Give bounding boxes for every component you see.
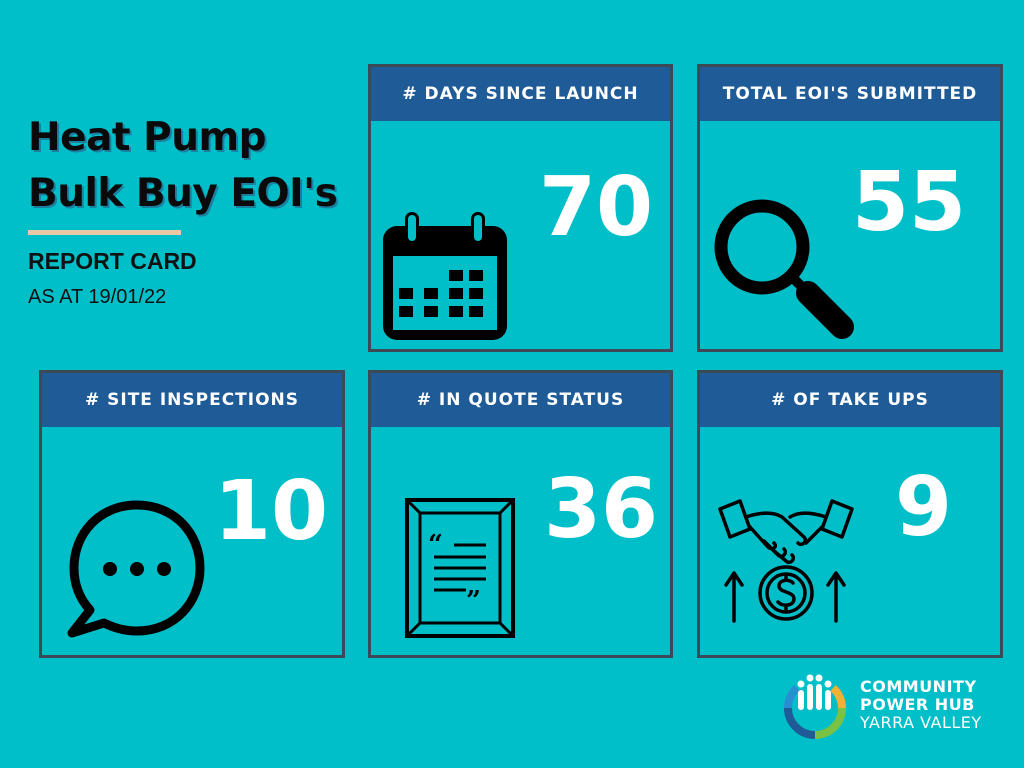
svg-text:“: “ [428, 530, 443, 560]
logo-line-2: POWER HUB [860, 695, 975, 714]
power-hub-logo-icon [784, 674, 846, 739]
calendar-icon [377, 212, 513, 350]
logo-line-3: YARRA VALLEY [860, 713, 982, 732]
title-divider [28, 230, 181, 235]
title-line-1: Heat Pump [28, 115, 267, 160]
handshake-money-icon [716, 497, 856, 631]
svg-text:”: ” [466, 586, 481, 616]
card-value: 10 [214, 464, 329, 559]
community-power-hub-logo: COMMUNITY POWER HUB YARRA VALLEY [778, 672, 1008, 744]
subtitle: REPORT CARD [28, 248, 197, 274]
logo-text: COMMUNITY POWER HUB YARRA VALLEY [860, 678, 982, 732]
card-value: 55 [852, 155, 967, 250]
card-value: 36 [544, 462, 659, 557]
card-header: # OF TAKE UPS [700, 373, 1000, 427]
title-line-2: Bulk Buy EOI's [28, 171, 338, 216]
card-total-eois-submitted: TOTAL EOI'S SUBMITTED 55 [697, 64, 1003, 352]
card-days-since-launch: # DAYS SINCE LAUNCH 70 [368, 64, 673, 352]
card-site-inspections: # SITE INSPECTIONS 10 [39, 370, 345, 658]
card-value: 70 [539, 160, 654, 255]
card-header: # SITE INSPECTIONS [42, 373, 342, 427]
page-title: Heat Pump Bulk Buy EOI's [28, 110, 338, 222]
logo-line-1: COMMUNITY [860, 677, 977, 696]
card-header: TOTAL EOI'S SUBMITTED [700, 67, 1000, 121]
quote-document-icon: “ ” [404, 497, 516, 643]
card-in-quote-status: # IN QUOTE STATUS 36 “ ” [368, 370, 673, 658]
card-header: # IN QUOTE STATUS [371, 373, 670, 427]
card-of-take-ups: # OF TAKE UPS 9 [697, 370, 1003, 658]
magnifier-icon [710, 195, 860, 344]
card-value: 9 [895, 460, 953, 555]
as-at-date: AS AT 19/01/22 [28, 286, 167, 308]
card-header: # DAYS SINCE LAUNCH [371, 67, 670, 121]
chat-bubble-icon [62, 493, 212, 647]
